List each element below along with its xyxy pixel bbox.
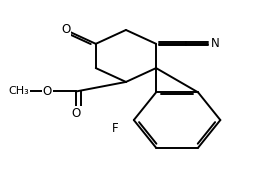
Text: CH₃: CH₃ [8,86,29,96]
Text: O: O [72,107,81,120]
Text: O: O [61,23,70,36]
Text: O: O [43,85,52,98]
Text: N: N [211,37,220,50]
Text: F: F [112,122,119,135]
